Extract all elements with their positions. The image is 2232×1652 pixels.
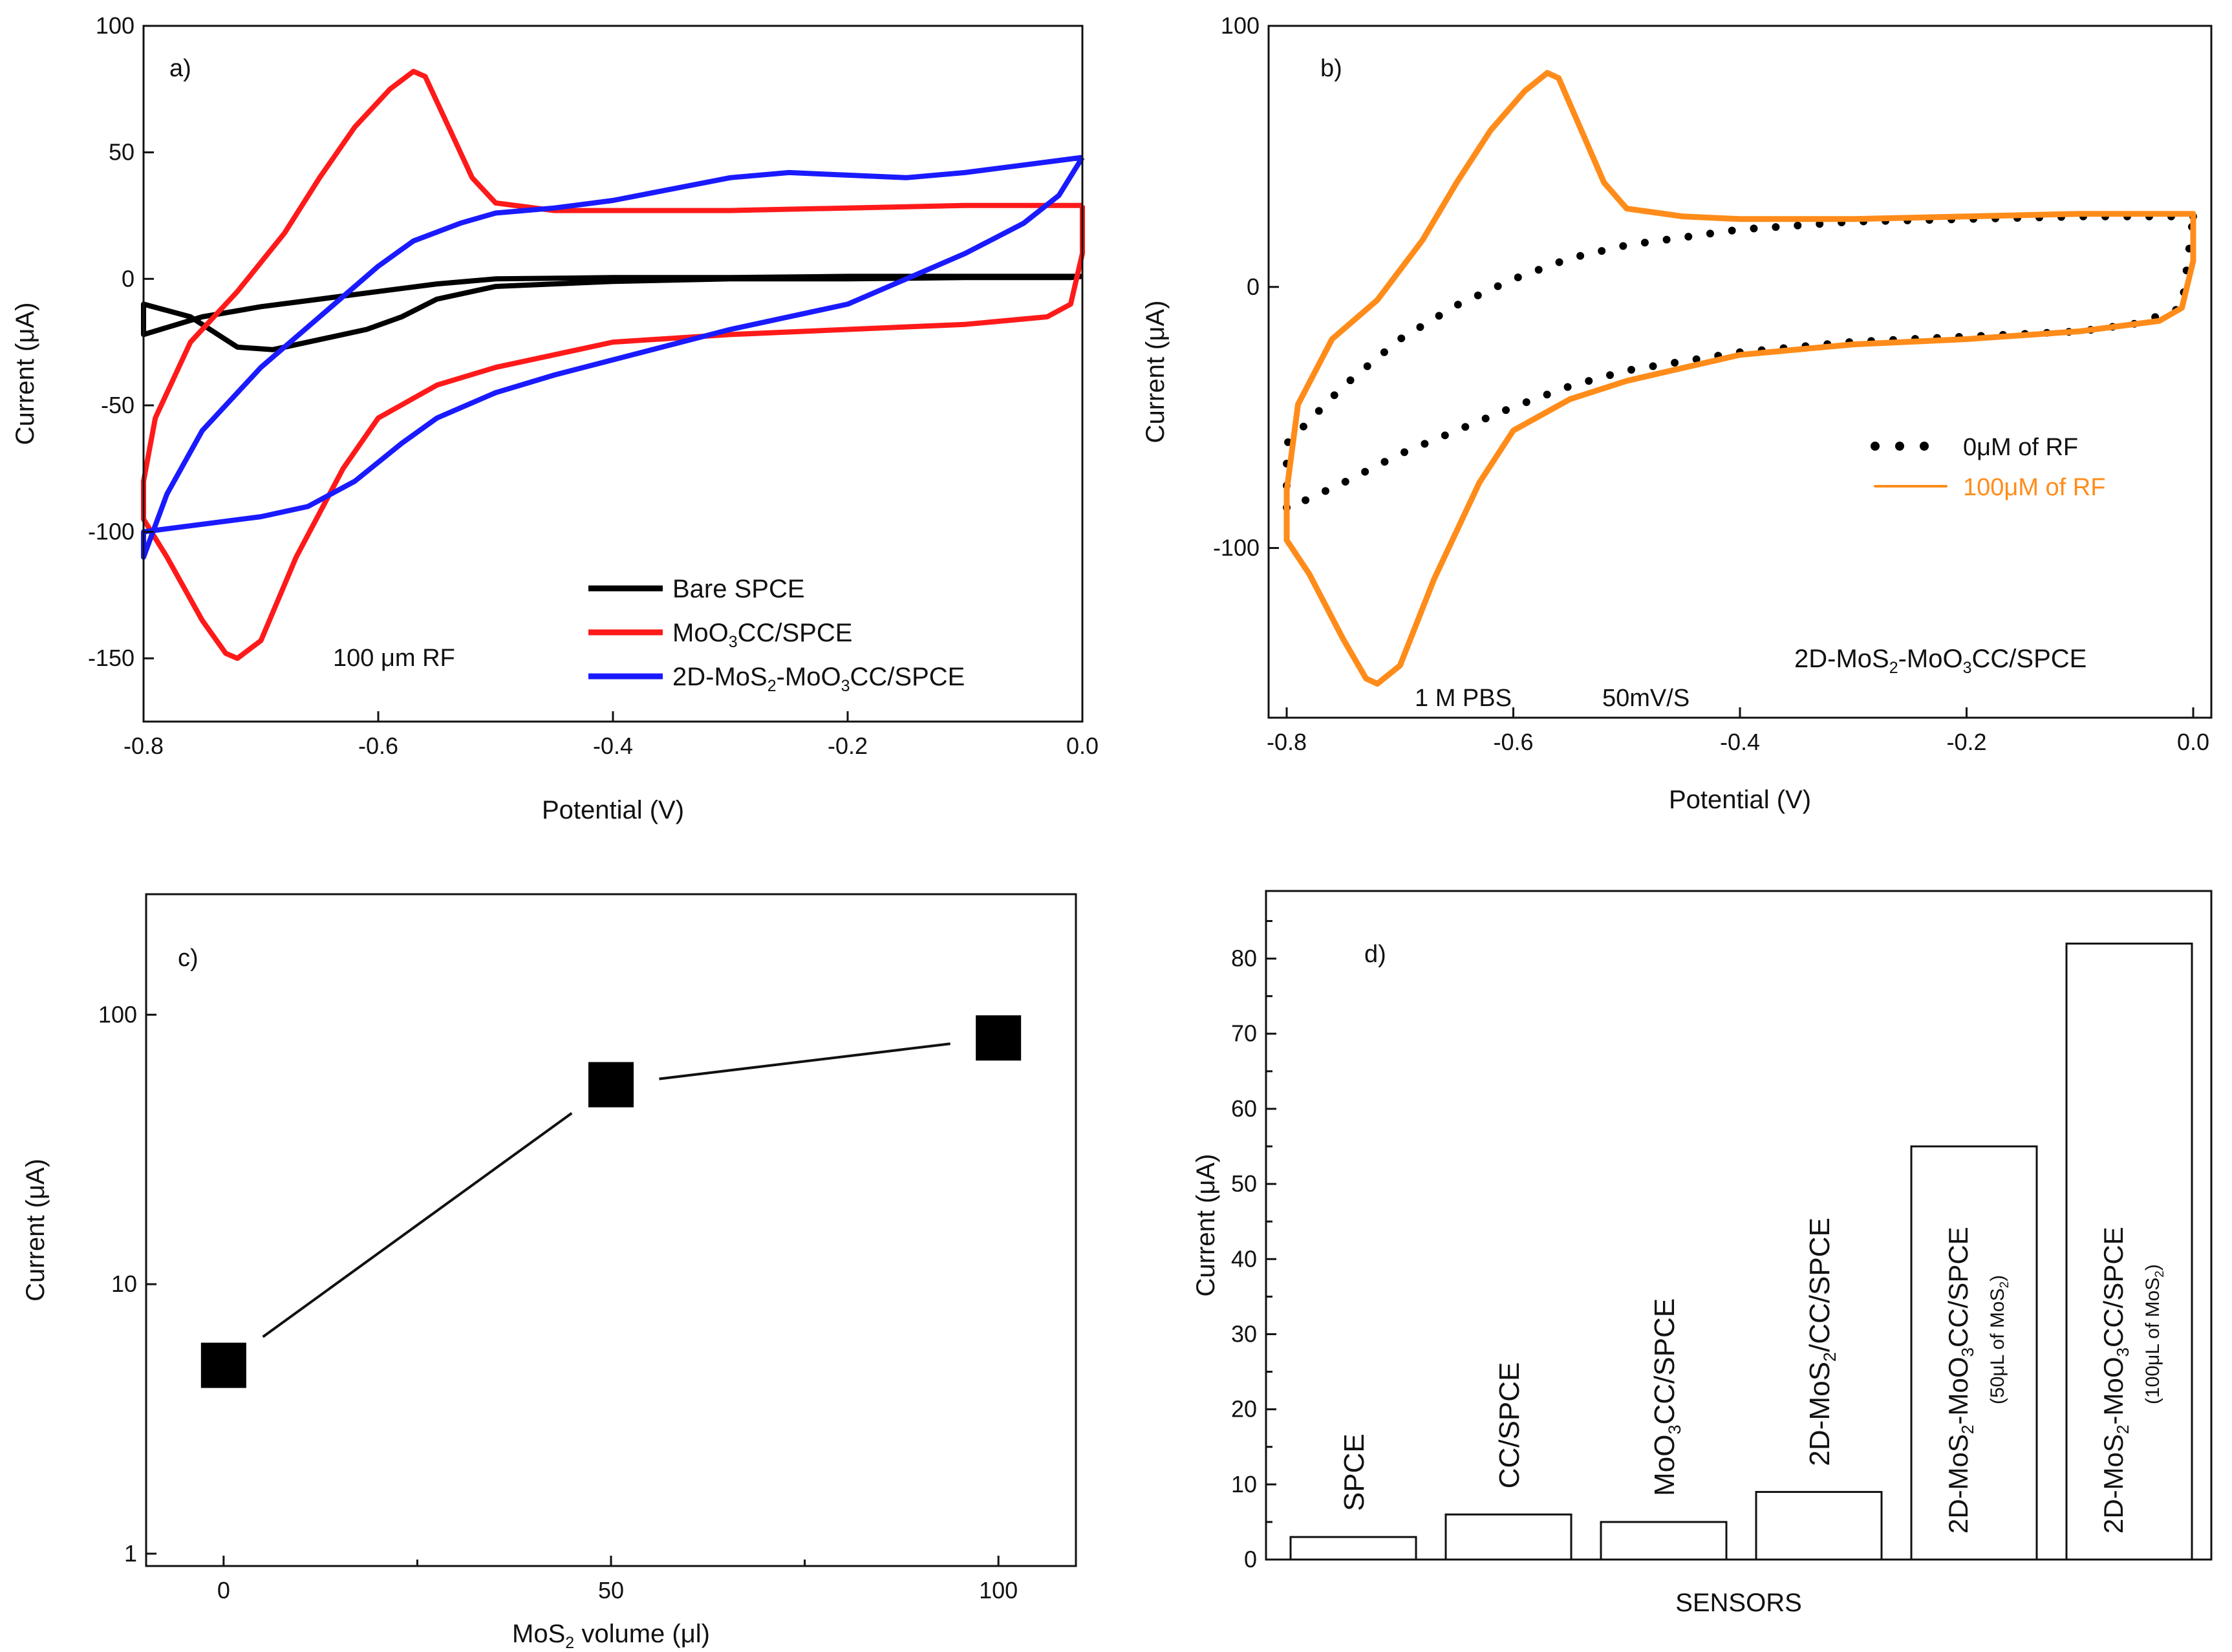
y-axis-label: Current (μA) [21,1159,50,1302]
legend-label-1: 100μM of RF [1963,474,2105,501]
connector-line [659,1042,950,1080]
x-tick-label: 50 [598,1577,624,1604]
annotation-scan-rate: 50mV/S [1602,685,1690,712]
annotation-electrolyte: 1 M PBS [1415,685,1512,712]
bar-2 [1600,1521,1728,1561]
x-tick-label: -0.6 [358,733,398,759]
y-axis-label: Current (μA) [11,303,39,445]
x-tick-label: -0.4 [593,733,633,759]
bar-note-5: (100μL of MoS2​) [2142,1264,2167,1404]
y-tick-label: -50 [101,392,134,418]
bar-label-0: SPCE [1338,1433,1370,1511]
bar-0 [1289,1536,1417,1561]
annotation: 100 μm RF [333,645,455,672]
bar-note-4: (50μL of MoS2​) [1987,1275,2012,1404]
y-axis-label: Current (μA) [1192,1154,1220,1297]
annotation-electrode: 2D-MoS2​-MoO3​CC/SPCE [1794,645,2087,677]
y-tick-label: 50 [1231,1170,1257,1197]
bar-label-1: CC/SPCE [1494,1362,1525,1489]
bar-4 [1910,1145,2038,1561]
y-axis-label: Current (μA) [1141,301,1170,444]
y-tick-label: 0 [1247,274,1260,300]
y-tick-label: 10 [111,1271,137,1297]
y-tick-label: 70 [1231,1020,1257,1047]
x-tick-label: -0.4 [1720,729,1760,755]
y-tick-label: -100 [1213,535,1260,561]
data-point [976,1015,1022,1061]
panel-label: a) [169,55,191,82]
series-line-0 [1283,212,2197,513]
y-tick-label: 30 [1231,1320,1257,1347]
panel-label: b) [1320,55,1342,82]
y-tick-label: 80 [1231,945,1257,972]
panel-label: c) [178,945,199,972]
series-line-2 [141,155,1085,560]
panel-label: d) [1364,941,1386,968]
x-axis-label: Potential (V) [1669,786,1811,814]
x-tick-label: -0.2 [828,733,868,759]
y-tick-label: -100 [88,519,134,545]
y-tick-label: -150 [88,645,134,671]
y-tick-label: 0 [122,265,134,292]
legend-label-1: MoO3​CC/SPCE [672,619,852,651]
series-line-1 [141,69,1085,661]
x-tick-label: -0.8 [1267,729,1307,755]
y-tick-label: 50 [109,139,134,166]
x-tick-label: -0.6 [1493,729,1533,755]
x-tick-label: 0.0 [1066,733,1099,759]
bar-label-5: 2D-MoS2​-MoO3​CC/SPCE [2098,1227,2132,1534]
panel-d-sensor-bars: 0 10 20 30 40 50 60 70 80 SPCE CC/SPCE MoO3​CC/SPCE… [1192,890,2213,1617]
legend-label-0: 0μM of RF [1963,434,2078,461]
bar-3 [1755,1490,1883,1561]
y-tick-label: 0 [1244,1546,1257,1572]
y-tick-label: 100 [96,12,134,39]
legend-label-0: Bare SPCE [672,575,805,603]
series-line-0 [141,274,1083,352]
data-point [588,1062,634,1108]
plot-frame [1265,890,2213,1561]
x-tick-label: 0.0 [2177,729,2209,755]
y-tick-label: 10 [1231,1471,1257,1497]
y-tick-label: 20 [1231,1396,1257,1422]
y-tick-label: 40 [1231,1245,1257,1272]
x-axis-label: Potential (V) [542,796,684,824]
x-tick-label: 100 [979,1577,1018,1604]
plot-frame [145,893,1077,1567]
y-tick-label: 100 [98,1001,137,1027]
data-point [200,1342,246,1388]
x-axis-label: SENSORS [1675,1589,1802,1617]
bar-label-3: 2D-MoS2​/CC/SPCE [1804,1218,1840,1466]
panel-c-volume-log-plot: 0 50 100 1 10 100 MoS2​ volume (μl) Current (μA… [21,893,1077,1652]
panel-a-cv-comparison: -0.8 -0.6 -0.4 -0.2 0.0 -150 -100 -50 0 50 100 Pote… [11,12,1099,824]
x-tick-label: 0 [217,1577,230,1604]
series-line-1 [1283,70,2196,687]
x-tick-label: -0.8 [123,733,164,759]
panel-b-cv-rf-response: -0.8 -0.6 -0.4 -0.2 0.0 -100 0 100 Potential (V)… [1141,12,2213,814]
bar-label-4: 2D-MoS2​-MoO3​CC/SPCE [1943,1227,1977,1534]
x-axis-label: MoS2​ volume (μl) [512,1620,710,1652]
bar-1 [1444,1513,1572,1561]
legend-label-2: 2D-MoS2​-MoO3​CC/SPCE [672,663,965,695]
connector-line [262,1111,573,1338]
y-tick-label: 1 [124,1540,137,1567]
y-tick-label: 100 [1221,12,1260,39]
y-tick-label: 60 [1231,1095,1257,1122]
plot-frame [1267,25,2213,719]
bar-5 [2065,942,2193,1561]
x-tick-label: -0.2 [1946,729,1986,755]
bar-label-2: MoO3​CC/SPCE [1649,1298,1684,1496]
plot-frame [142,25,1084,723]
